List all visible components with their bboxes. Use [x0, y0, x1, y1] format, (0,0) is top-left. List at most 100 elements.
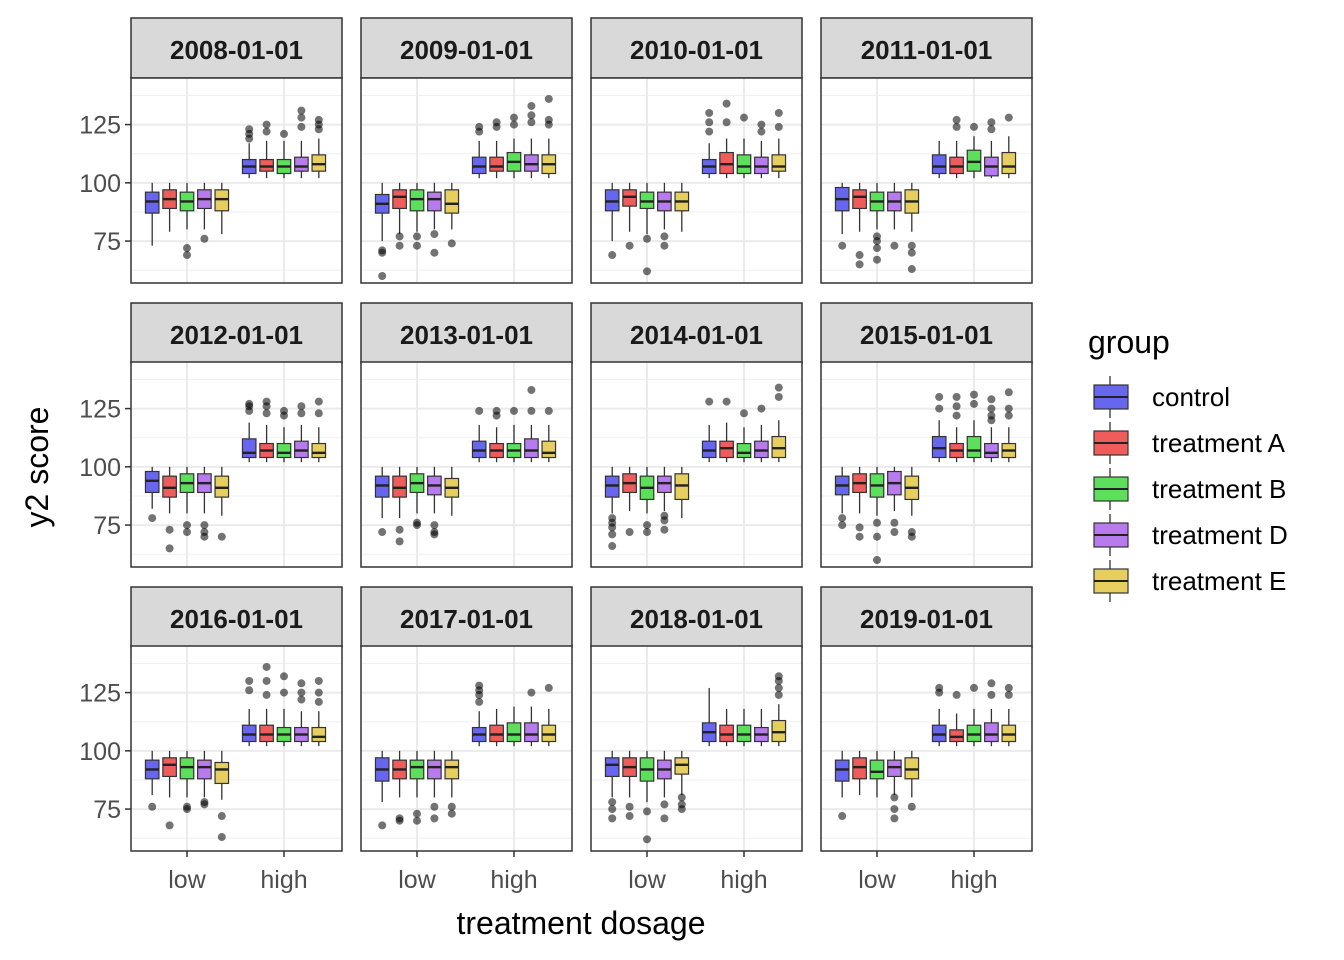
- legend-title: group: [1088, 324, 1170, 360]
- outlier-point: [447, 239, 456, 248]
- x-tick-label: high: [490, 866, 537, 894]
- outlier-point: [297, 688, 306, 697]
- panel-border: [130, 77, 343, 284]
- outlier-point: [643, 521, 651, 530]
- box: [736, 154, 752, 175]
- outlier-point: [970, 390, 978, 399]
- box: [966, 435, 982, 459]
- y-tick-label: 100: [79, 738, 121, 766]
- outlier-point: [475, 122, 484, 131]
- legend-label: treatment E: [1152, 566, 1286, 596]
- outlier-point: [395, 232, 404, 241]
- outlier-point: [643, 807, 651, 816]
- facet-panel: 2018-01-01 low high: [590, 586, 803, 894]
- box: [214, 761, 230, 785]
- y-tick-label: 100: [79, 170, 121, 198]
- box: [931, 154, 947, 175]
- outlier-point: [774, 383, 783, 392]
- facet-strip-label: 2015-01-01: [860, 320, 993, 350]
- outlier-point: [740, 113, 748, 122]
- box: [444, 759, 460, 780]
- outlier-point: [165, 544, 174, 553]
- outlier-point: [907, 532, 916, 541]
- outlier-point: [987, 395, 996, 404]
- box: [241, 438, 257, 459]
- outlier-point: [183, 251, 191, 260]
- outlier-point: [907, 248, 916, 257]
- outlier-point: [757, 120, 766, 129]
- outlier-point: [625, 528, 634, 537]
- facet-strip-label: 2008-01-01: [170, 35, 303, 65]
- outlier-point: [987, 411, 996, 420]
- outlier-point: [608, 523, 617, 532]
- y-tick-label: 125: [79, 112, 121, 140]
- box: [771, 154, 787, 172]
- outlier-point: [838, 514, 847, 523]
- outlier-point: [608, 798, 617, 807]
- legend-label: treatment A: [1152, 428, 1286, 458]
- outlier-point: [1004, 411, 1013, 420]
- outlier-point: [527, 101, 536, 110]
- outlier-point: [314, 697, 323, 706]
- outlier-point: [660, 525, 669, 534]
- outlier-point: [430, 230, 439, 239]
- outlier-point: [677, 805, 686, 814]
- outlier-point: [907, 265, 916, 274]
- box: [276, 442, 292, 459]
- legend-label: treatment D: [1152, 520, 1288, 550]
- outlier-point: [705, 118, 714, 127]
- outlier-point: [855, 532, 864, 541]
- outlier-point: [774, 122, 783, 131]
- outlier-point: [873, 518, 881, 527]
- facet-strip-label: 2016-01-01: [170, 604, 303, 634]
- outlier-point: [183, 244, 191, 253]
- outlier-point: [280, 129, 288, 138]
- outlier-point: [1004, 113, 1013, 122]
- outlier-point: [873, 532, 881, 541]
- box: [541, 440, 557, 459]
- facet-panel: 2019-01-01 low high: [820, 586, 1033, 894]
- outlier-point: [722, 118, 731, 127]
- panel-border: [820, 361, 1033, 568]
- outlier-point: [705, 397, 714, 406]
- outlier-point: [527, 406, 536, 415]
- outlier-point: [774, 392, 783, 401]
- outlier-point: [280, 406, 288, 415]
- outlier-point: [395, 525, 404, 534]
- outlier-point: [314, 409, 323, 418]
- y-tick-label: 75: [93, 796, 121, 824]
- outlier-point: [660, 232, 669, 241]
- outlier-point: [262, 397, 271, 406]
- outlier-point: [608, 530, 617, 539]
- box: [409, 759, 425, 780]
- outlier-point: [527, 118, 536, 127]
- box: [311, 442, 327, 459]
- facet-panel: 2014-01-01: [590, 302, 803, 568]
- outlier-point: [245, 676, 254, 685]
- outlier-point: [492, 118, 501, 127]
- outlier-point: [544, 94, 553, 103]
- outlier-point: [183, 521, 191, 530]
- outlier-point: [705, 108, 714, 117]
- outlier-point: [200, 800, 209, 809]
- legend-item: treatment B: [1088, 466, 1286, 512]
- outlier-point: [608, 251, 617, 260]
- outlier-point: [430, 530, 439, 539]
- outlier-point: [660, 814, 669, 823]
- outlier-point: [907, 241, 916, 250]
- outlier-point: [660, 800, 669, 809]
- facet-strip: [590, 302, 803, 364]
- outlier-point: [643, 267, 651, 276]
- facet-strip: [820, 17, 1033, 79]
- outlier-point: [873, 556, 881, 565]
- box: [444, 189, 460, 214]
- outlier-point: [200, 234, 209, 243]
- panel-border: [590, 77, 803, 284]
- outlier-point: [660, 516, 669, 525]
- outlier-point: [970, 399, 978, 408]
- box: [869, 759, 885, 780]
- facet-strip: [360, 586, 573, 648]
- facet-strip-label: 2019-01-01: [860, 604, 993, 634]
- outlier-point: [935, 392, 944, 401]
